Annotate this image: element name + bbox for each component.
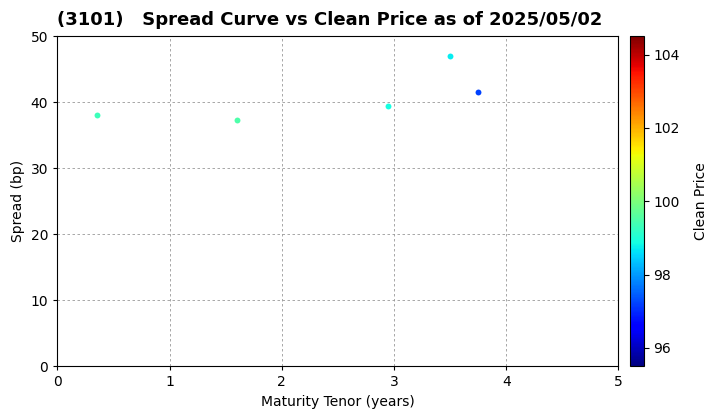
Y-axis label: Spread (bp): Spread (bp)	[11, 160, 25, 242]
Point	[91, 112, 102, 119]
Point	[382, 102, 394, 109]
Y-axis label: Clean Price: Clean Price	[693, 163, 708, 240]
Point	[472, 89, 484, 96]
Point	[444, 52, 456, 59]
Text: (3101)   Spread Curve vs Clean Price as of 2025/05/02: (3101) Spread Curve vs Clean Price as of…	[58, 11, 603, 29]
Point	[231, 117, 243, 123]
X-axis label: Maturity Tenor (years): Maturity Tenor (years)	[261, 395, 415, 409]
